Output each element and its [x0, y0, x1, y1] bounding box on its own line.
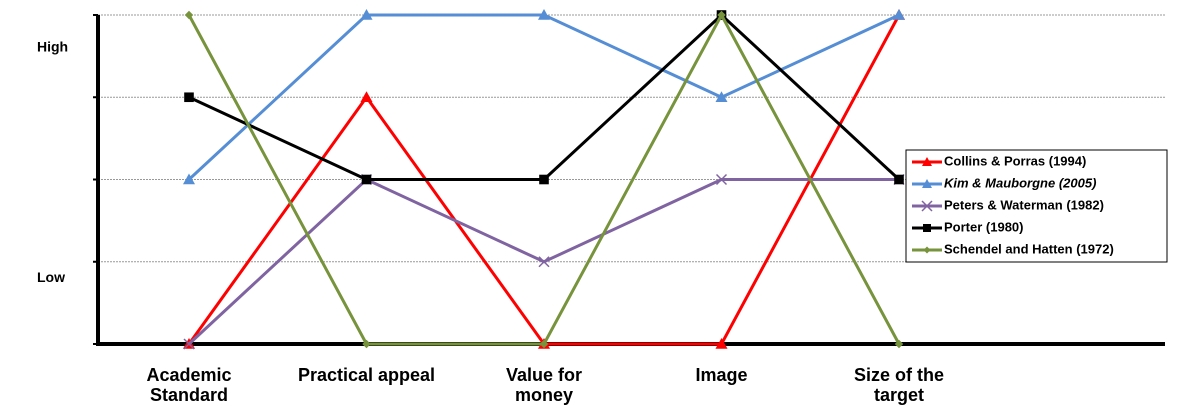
marker — [183, 173, 195, 185]
marker — [362, 339, 371, 349]
marker — [715, 91, 728, 103]
legend-label: Kim & Mauborgne (2005) — [944, 175, 1096, 190]
marker — [539, 339, 549, 349]
x-tick-label: Practical appeal — [297, 365, 436, 385]
marker — [922, 179, 932, 188]
marker — [717, 10, 726, 20]
marker — [923, 224, 931, 232]
marker — [893, 9, 905, 20]
marker — [538, 256, 550, 268]
marker — [184, 10, 194, 20]
legend-box — [905, 149, 1168, 263]
marker — [360, 9, 373, 20]
y-level-label: High — [37, 39, 68, 55]
legend-label: Porter (1980) — [944, 219, 1023, 234]
x-tick-label: Value for money — [505, 365, 583, 405]
marker — [539, 174, 549, 185]
x-tick-label: Academic Standard — [146, 365, 232, 405]
marker — [184, 92, 194, 103]
marker — [923, 246, 931, 254]
legend-label: Peters & Waterman (1982) — [944, 197, 1104, 212]
y-level-label: Low — [37, 269, 65, 285]
marker — [183, 338, 195, 350]
marker — [360, 91, 373, 103]
marker — [922, 157, 932, 166]
legend-label: Collins & Porras (1994) — [944, 153, 1086, 168]
marker — [921, 200, 933, 212]
marker — [361, 174, 372, 185]
marker — [894, 174, 904, 185]
marker — [894, 339, 904, 349]
marker — [715, 173, 728, 186]
marker — [715, 338, 728, 349]
marker — [538, 9, 550, 20]
legend-label: Schendel and Hatten (1972) — [944, 241, 1114, 256]
x-tick-label: Size of the target — [853, 365, 944, 405]
x-tick-label: Image — [695, 365, 748, 385]
